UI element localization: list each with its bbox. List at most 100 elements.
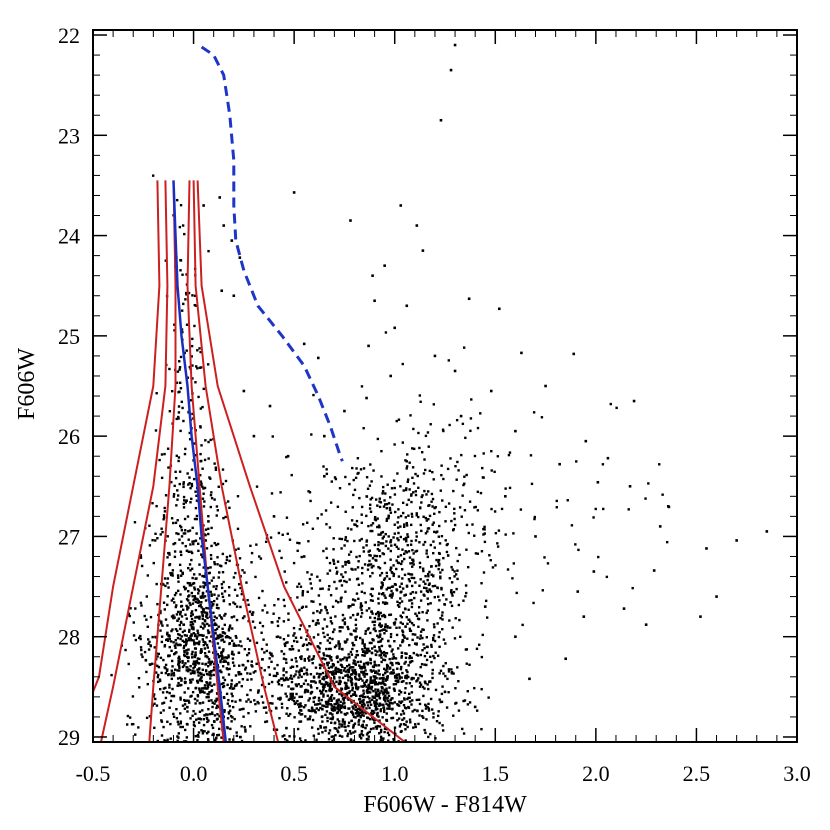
star-point [347, 721, 351, 724]
star-point [360, 685, 363, 688]
star-point [286, 454, 290, 458]
star-point [313, 703, 317, 706]
star-point [403, 691, 407, 694]
star-point [277, 697, 280, 700]
star-point [333, 476, 337, 479]
star-point [333, 672, 336, 675]
star-point [177, 657, 180, 660]
star-point [410, 703, 413, 706]
star-point [196, 739, 199, 742]
star-point [191, 526, 194, 530]
star-point [317, 732, 320, 735]
star-point [173, 601, 176, 604]
star-point [193, 655, 197, 659]
star-point [148, 715, 152, 718]
star-point [403, 636, 406, 639]
star-point [356, 472, 359, 475]
star-point [398, 585, 402, 588]
star-point [370, 641, 373, 645]
star-point [191, 613, 195, 616]
star-point [286, 641, 289, 644]
star-point [182, 646, 186, 650]
star-point [322, 652, 325, 655]
star-point [350, 681, 353, 684]
star-point [201, 701, 205, 704]
star-point [188, 582, 192, 585]
star-point [349, 550, 353, 554]
star-point [155, 704, 159, 707]
star-point [322, 657, 325, 660]
x-tick-label: 1.5 [482, 761, 510, 786]
star-point [418, 714, 421, 717]
star-point [401, 718, 404, 722]
star-point [254, 710, 258, 713]
star-point [455, 546, 458, 550]
star-point [321, 708, 324, 711]
star-point [328, 641, 332, 645]
star-point [393, 676, 397, 679]
star-point [436, 654, 440, 657]
star-point [382, 505, 386, 508]
star-point [405, 487, 408, 490]
star-point [393, 674, 397, 678]
star-point [310, 706, 314, 709]
star-point [268, 657, 271, 660]
star-point [344, 510, 347, 513]
star-point [215, 603, 219, 606]
star-point [354, 673, 358, 676]
star-point [232, 615, 236, 618]
star-point [308, 491, 312, 494]
star-point [402, 489, 405, 492]
star-point [364, 632, 367, 635]
star-point [229, 636, 232, 640]
star-point [325, 468, 328, 471]
star-point [347, 653, 350, 656]
star-point [329, 620, 333, 623]
star-point [297, 582, 301, 585]
star-point [213, 720, 216, 724]
star-point [185, 736, 189, 739]
star-point [126, 714, 130, 718]
star-point [480, 727, 483, 731]
star-point [227, 698, 230, 702]
star-point [191, 412, 194, 416]
star-point [200, 675, 203, 679]
star-point [185, 699, 189, 702]
star-point [185, 666, 188, 669]
star-point [439, 616, 442, 620]
star-point [337, 640, 340, 643]
star-point [419, 630, 423, 633]
star-point [163, 452, 166, 456]
star-point [343, 696, 347, 699]
star-point [348, 676, 352, 679]
star-point [205, 590, 209, 593]
star-point [137, 676, 141, 680]
star-point [201, 467, 204, 470]
star-point [334, 615, 337, 618]
star-point [183, 629, 186, 632]
star-point [326, 639, 329, 642]
star-point [407, 696, 410, 700]
star-point [186, 710, 189, 713]
star-point [426, 555, 429, 559]
star-point [341, 718, 345, 721]
star-point [395, 661, 398, 665]
star-point [210, 669, 213, 673]
star-point [389, 541, 392, 544]
star-point [190, 584, 193, 587]
star-point [209, 677, 212, 680]
star-point [396, 719, 399, 722]
star-point [381, 716, 384, 719]
star-point [228, 626, 231, 629]
star-point [205, 696, 208, 699]
star-point [287, 634, 290, 637]
star-point [192, 598, 195, 602]
star-point [367, 690, 370, 693]
star-point [326, 716, 329, 720]
star-point [140, 653, 143, 656]
star-point [372, 679, 375, 682]
star-point [369, 554, 372, 557]
star-point [231, 657, 235, 660]
star-point [194, 506, 198, 510]
star-point [389, 635, 393, 639]
